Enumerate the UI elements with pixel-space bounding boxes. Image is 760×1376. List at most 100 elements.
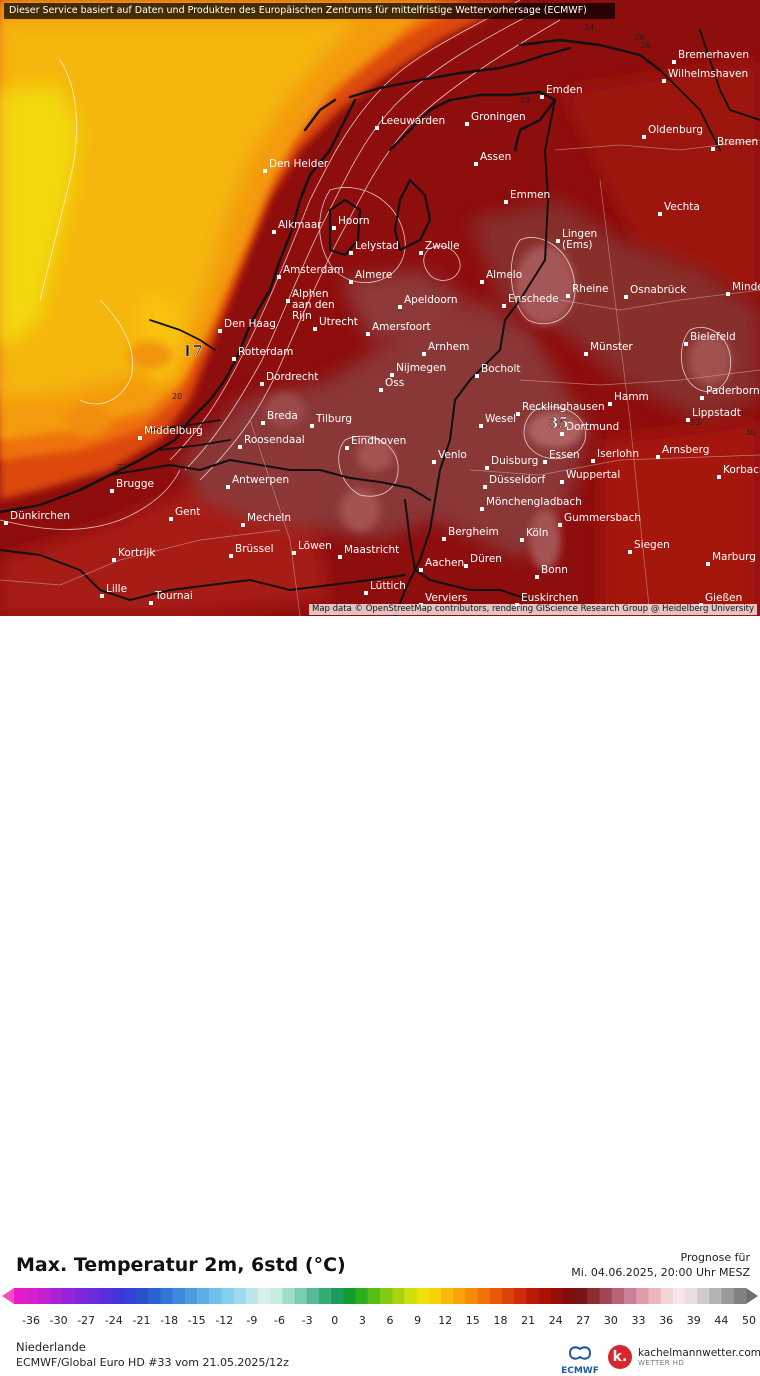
scale-color-cell [319, 1288, 332, 1304]
isotherm-value-label: 17 [182, 342, 203, 360]
city-label: Dortmund [566, 421, 619, 433]
scale-color-cell [624, 1288, 637, 1304]
city-label: Paderborn [706, 385, 760, 397]
city-label: Tournai [154, 590, 193, 602]
scale-color-cell [343, 1288, 357, 1304]
scale-color-cell [306, 1288, 320, 1304]
city-label: Vechta [664, 201, 700, 213]
city-label: Enschede [508, 293, 559, 305]
ecmwf-attribution-banner: Dieser Service basiert auf Daten und Pro… [4, 3, 615, 19]
scale-color-cell [575, 1288, 588, 1304]
city-label: Korbach [723, 464, 760, 476]
isotherm-value-label: 26 [640, 41, 650, 50]
city-label: Almelo [486, 269, 522, 281]
scale-color-cell [184, 1288, 198, 1304]
city-label: Hoorn [338, 215, 370, 227]
scale-color-cell [526, 1288, 540, 1304]
scale-tick-label: 9 [414, 1314, 421, 1327]
city-label: Wesel [485, 413, 516, 425]
kachelmann-logo-name[interactable]: kachelmannwetter.com [638, 1347, 760, 1359]
city-marker [261, 421, 265, 425]
city-label: Osnabrück [630, 284, 687, 296]
isotherm-value-label: 20 [172, 392, 182, 401]
scale-color-cell [392, 1288, 405, 1304]
city-label: Gummersbach [564, 512, 641, 524]
city-label: Zwolle [425, 240, 460, 252]
city-marker [520, 538, 524, 542]
region-name: Niederlande [16, 1340, 86, 1354]
scale-tick-label: 50 [742, 1314, 756, 1327]
city-marker [349, 251, 353, 255]
city-marker [260, 382, 264, 386]
scale-tick-label: 21 [521, 1314, 535, 1327]
scale-color-cell [721, 1288, 735, 1304]
city-marker [624, 295, 628, 299]
weather-map: Bremerhaven Wilhelmshaven Emden Groningen Le… [0, 0, 760, 616]
city-marker [485, 466, 489, 470]
city-marker [480, 507, 484, 511]
city-marker [475, 374, 479, 378]
scale-color-cell [209, 1288, 222, 1304]
scale-color-cell [514, 1288, 527, 1304]
scale-tick-label: 39 [687, 1314, 701, 1327]
city-marker [516, 412, 520, 416]
city-marker [272, 230, 276, 234]
scale-tick-label: -27 [77, 1314, 95, 1327]
scale-color-cell [62, 1288, 76, 1304]
city-marker [672, 60, 676, 64]
city-marker [345, 446, 349, 450]
city-marker [502, 304, 506, 308]
scale-color-cell [294, 1288, 308, 1304]
scale-color-cell [599, 1288, 613, 1304]
city-label: Bonn [541, 564, 568, 576]
city-marker [286, 299, 290, 303]
scale-tick-label: 30 [604, 1314, 618, 1327]
scale-color-cell [355, 1288, 369, 1304]
scale-color-cell [148, 1288, 161, 1304]
scale-color-cell [123, 1288, 137, 1304]
scale-tick-label: -24 [105, 1314, 123, 1327]
heat-maxima [180, 200, 760, 570]
city-label: Euskirchen [521, 592, 578, 604]
city-marker [686, 418, 690, 422]
model-run-info: ECMWF/Global Euro HD #33 vom 21.05.2025/… [16, 1356, 289, 1369]
city-label: Amersfoort [372, 321, 431, 333]
city-marker [543, 460, 547, 464]
city-marker [658, 212, 662, 216]
scale-tick-label: -6 [274, 1314, 285, 1327]
isotherm-value-label: 35 [548, 414, 569, 432]
city-marker [138, 436, 142, 440]
city-marker [110, 489, 114, 493]
scale-color-cell [197, 1288, 210, 1304]
city-label: Löwen [298, 540, 332, 552]
city-marker [717, 475, 721, 479]
city-label: Essen [549, 449, 580, 461]
city-marker [375, 126, 379, 130]
forecast-label: Prognose für [680, 1251, 751, 1264]
city-marker [684, 342, 688, 346]
city-label: Lingen (Ems) [562, 228, 597, 251]
city-marker [169, 517, 173, 521]
city-label: Düren [470, 553, 502, 565]
scale-color-cell [563, 1288, 576, 1304]
scale-color-cell [416, 1288, 430, 1304]
isotherm-value-label: 34 [584, 23, 594, 32]
city-marker [229, 554, 233, 558]
kachelmann-logo-icon[interactable]: k. [608, 1345, 632, 1369]
city-label: Almere [355, 269, 392, 281]
scale-color-cell [38, 1288, 52, 1304]
city-marker [232, 357, 236, 361]
scale-color-cell [538, 1288, 552, 1304]
scale-color-cell [221, 1288, 235, 1304]
scale-color-cell [477, 1288, 491, 1304]
city-marker [662, 79, 666, 83]
scale-color-cell [26, 1288, 39, 1304]
chart-title: Max. Temperatur 2m, 6std (°C) [16, 1254, 346, 1276]
scale-color-cell [660, 1288, 674, 1304]
scale-tick-label: -15 [188, 1314, 206, 1327]
scale-color-cell [465, 1288, 479, 1304]
city-marker [474, 162, 478, 166]
scale-color-cells [14, 1288, 747, 1304]
city-marker [379, 388, 383, 392]
city-label: Leeuwarden [381, 115, 445, 127]
